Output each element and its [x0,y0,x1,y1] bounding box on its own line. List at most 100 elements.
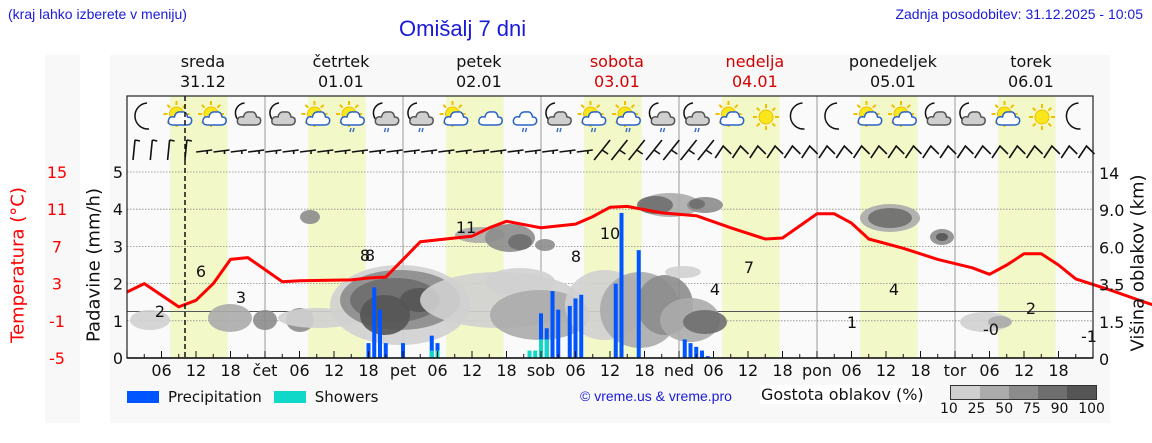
cloud-blob [868,208,912,228]
temperature-tick: 15 [47,163,67,182]
moon-cloud-icon [924,102,952,126]
precipitation-bar [613,283,618,358]
cloud-height-axis-title-wrap: Višina oblakov (km) [1124,158,1152,368]
wind-barb-icon [870,144,888,159]
moon-icon [789,102,805,130]
temperature-tick: 3 [52,275,62,294]
wind-barb-icon [645,139,663,161]
temperature-label: 4 [710,280,720,299]
wind-barb-icon [403,149,420,154]
wind-barb-icon [956,144,974,159]
precipitation-bar [567,305,572,358]
x-tick-label: 06 [151,361,171,380]
precipitation-bar [619,212,624,358]
cloud-blob [665,266,701,278]
x-tick-label: ned [664,361,694,380]
x-tick-label: 12 [876,361,896,380]
wind-barb-icon [679,139,698,161]
precipitation-bar [694,346,699,358]
colorbar-tick: 90 [1050,401,1069,417]
temperature-line [126,204,1152,309]
cloud-blob [936,233,948,241]
cloud-height-tick: 3.5 [1099,276,1124,295]
temp-axis-panel [45,55,80,423]
wind-barb-icon [1077,144,1096,159]
wind-barb-icon [1025,144,1044,159]
moon-cloud-rain-icon [407,102,434,133]
temperature-label: 6 [196,262,206,281]
colorbar-tick: 50 [995,401,1014,417]
moon-cloud-icon [234,102,262,126]
wind-barb-icon [731,144,750,159]
temperature-label: 2 [1026,299,1036,318]
precip-tick: 4 [113,200,123,219]
x-tick-label: 12 [186,361,206,380]
day-name: sreda [180,52,226,71]
wind-barb-icon [421,149,438,154]
precipitation-bar [366,343,371,358]
weather-icons-row [134,101,1081,133]
precipitation-bar [573,298,578,358]
precipitation-bar [383,343,388,358]
precipitation-bar [372,287,377,358]
wind-barb-icon [835,144,853,159]
moon-icon [1065,102,1081,130]
cloud-height-axis-title: Višina oblakov (km) [1127,174,1149,352]
showers-bar [527,350,532,358]
day-header-6: torek 06.01 [971,52,1091,92]
moon-cloud-rain-icon [648,102,676,133]
wind-barb-icon [939,144,957,159]
cloud-height-tick: 14 [1099,164,1119,183]
sun-cloud-icon [301,101,331,127]
cloud-blob [508,234,532,250]
x-tick-label: 18 [220,361,240,380]
precipitation-bar [378,309,382,358]
sun-cloud-icon [888,101,917,127]
precipitation-bar [700,350,704,358]
showers-legend-label: Showers [314,388,379,406]
x-tick-label: 12 [600,361,620,380]
wind-barb-icon [265,149,282,154]
page-title: Omišalj 7 dni [399,16,527,41]
day-header-2: petek 02.01 [419,52,539,92]
wind-barb-icon [783,144,801,159]
temperature-curve [126,204,1152,309]
sun-icon [753,104,779,130]
copyright-link[interactable]: © vreme.us & vreme.pro [580,388,732,404]
temperature-tick: -1 [49,312,65,331]
wind-barb-icon [317,149,334,154]
cloud-blob [300,210,320,224]
wind-barb-icon [213,149,230,154]
x-tick-label: 18 [358,361,378,380]
cloud-height-tick: 1.5 [1099,313,1124,332]
wind-barb-icon [490,149,507,154]
day-date: 02.01 [455,72,502,91]
x-tick-label: pet [390,361,416,380]
day-name: ponedeljek [848,52,937,71]
wind-barb-icon [852,144,871,159]
cloud-rain-icon [512,111,538,133]
colorbar-segment [951,386,980,399]
precipitation-bar [705,356,710,358]
cloud-height-tick: 9.0 [1099,201,1124,220]
colorbar-tick: 100 [1078,401,1105,417]
x-tick-label: 18 [910,361,930,380]
plot-frame [126,95,1094,359]
cloud-blob [689,199,705,209]
x-tick-label: tor [944,361,967,380]
colorbar-segment [1067,386,1096,399]
moon-cloud-rain-icon [372,102,400,133]
showers-bar [429,350,434,358]
day-name: torek [1010,52,1052,71]
x-tick-label: 06 [841,361,861,380]
cloud-blob [683,310,727,334]
precipitation-bar [429,335,434,358]
temperature-label: -1 [1081,327,1097,346]
colorbar-tick: 25 [967,401,986,417]
wind-barb-icon [351,149,368,154]
wind-barb-icon [299,149,317,154]
sun-cloud-icon [439,101,469,127]
x-tick-label: 06 [565,361,585,380]
moon-icon [824,102,840,130]
day-header-4: nedelja 04.01 [695,52,815,92]
